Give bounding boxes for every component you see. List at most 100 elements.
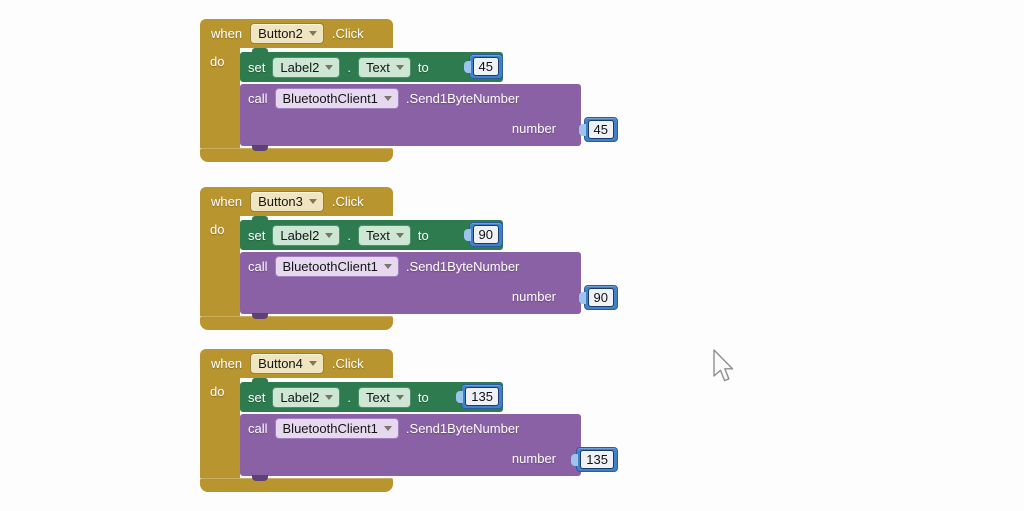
block-plug-icon bbox=[578, 291, 586, 304]
param-label: number bbox=[511, 289, 556, 304]
component-dropdown-value: Button2 bbox=[258, 26, 303, 41]
to-label: to bbox=[417, 389, 429, 405]
chevron-down-icon bbox=[395, 394, 404, 400]
call-label: call bbox=[248, 259, 268, 274]
set-label2-text-block[interactable]: set Label2 . Text to 45 bbox=[240, 48, 503, 82]
when-label: when bbox=[211, 26, 243, 41]
call-bluetooth-block[interactable]: call BluetoothClient1 .Send1ByteNumber n… bbox=[240, 84, 618, 151]
property-dropdown[interactable]: Text bbox=[358, 56, 411, 78]
block-plug-icon bbox=[578, 123, 586, 136]
chevron-down-icon bbox=[395, 64, 404, 70]
set-label2-text-block[interactable]: set Label2 . Text to 90 bbox=[240, 216, 503, 250]
component-dropdown[interactable]: Button2 bbox=[250, 23, 324, 44]
when-block-spine: do bbox=[200, 216, 240, 316]
property-dropdown[interactable]: Text bbox=[358, 386, 411, 408]
when-button2-click-block[interactable]: when Button2 .Click do set Label2 . Text… bbox=[200, 19, 640, 162]
event-label: .Click bbox=[331, 194, 364, 209]
component-dropdown-value: Button3 bbox=[258, 194, 303, 209]
component-dropdown-value: Button4 bbox=[258, 356, 303, 371]
chevron-down-icon bbox=[325, 64, 334, 70]
separator-dot: . bbox=[347, 389, 352, 405]
label-component-dropdown[interactable]: Label2 bbox=[272, 386, 341, 408]
number-block[interactable]: 90 bbox=[578, 285, 618, 310]
event-label: .Click bbox=[331, 26, 364, 41]
block-plug-icon bbox=[456, 390, 464, 403]
do-label: do bbox=[210, 222, 225, 237]
when-label: when bbox=[211, 356, 243, 371]
to-label: to bbox=[417, 227, 429, 243]
chevron-down-icon bbox=[395, 232, 404, 238]
do-label: do bbox=[210, 384, 225, 399]
chevron-down-icon bbox=[308, 199, 317, 204]
when-block-header[interactable]: when Button3 .Click bbox=[200, 187, 393, 216]
number-value[interactable]: 45 bbox=[587, 120, 614, 139]
number-value[interactable]: 135 bbox=[580, 450, 614, 469]
method-label: .Send1ByteNumber bbox=[405, 259, 520, 274]
when-block-spine: do bbox=[200, 48, 240, 148]
chevron-down-icon bbox=[383, 264, 392, 269]
to-label: to bbox=[417, 59, 429, 75]
call-bluetooth-block[interactable]: call BluetoothClient1 .Send1ByteNumber n… bbox=[240, 252, 618, 319]
chevron-down-icon bbox=[308, 361, 317, 366]
bluetooth-dropdown-value: BluetoothClient1 bbox=[282, 91, 378, 106]
number-block[interactable]: 135 bbox=[456, 384, 503, 409]
number-value[interactable]: 90 bbox=[587, 288, 614, 307]
label-dropdown-value: Label2 bbox=[280, 59, 320, 75]
bluetooth-dropdown-value: BluetoothClient1 bbox=[282, 259, 378, 274]
number-block[interactable]: 45 bbox=[578, 117, 618, 142]
block-connector-tab bbox=[252, 216, 268, 221]
block-connector-tab bbox=[252, 378, 268, 383]
when-block-spine: do bbox=[200, 378, 240, 478]
chevron-down-icon bbox=[308, 31, 317, 36]
label-component-dropdown[interactable]: Label2 bbox=[272, 224, 341, 246]
block-connector-tab bbox=[252, 475, 268, 481]
property-dropdown[interactable]: Text bbox=[358, 224, 411, 246]
number-block[interactable]: 135 bbox=[571, 447, 618, 472]
property-dropdown-value: Text bbox=[366, 59, 390, 75]
chevron-down-icon bbox=[383, 426, 392, 431]
number-value[interactable]: 45 bbox=[472, 57, 499, 76]
call-label: call bbox=[248, 91, 268, 106]
chevron-down-icon bbox=[325, 394, 334, 400]
call-label: call bbox=[248, 421, 268, 436]
param-label: number bbox=[511, 121, 556, 136]
call-bluetooth-block[interactable]: call BluetoothClient1 .Send1ByteNumber n… bbox=[240, 414, 618, 481]
when-block-bottom bbox=[200, 478, 393, 492]
number-value[interactable]: 90 bbox=[472, 225, 499, 244]
number-value[interactable]: 135 bbox=[465, 387, 499, 406]
when-block-bottom bbox=[200, 148, 393, 162]
set-label2-text-block[interactable]: set Label2 . Text to 135 bbox=[240, 378, 503, 412]
block-plug-icon bbox=[571, 453, 579, 466]
block-connector-tab bbox=[252, 145, 268, 151]
param-label: number bbox=[511, 451, 556, 466]
separator-dot: . bbox=[347, 59, 352, 75]
set-label: set bbox=[248, 59, 266, 75]
separator-dot: . bbox=[347, 227, 352, 243]
component-dropdown[interactable]: Button3 bbox=[250, 191, 324, 212]
number-block[interactable]: 45 bbox=[463, 54, 503, 79]
when-button3-click-block[interactable]: when Button3 .Click do set Label2 . Text… bbox=[200, 187, 640, 330]
property-dropdown-value: Text bbox=[366, 227, 390, 243]
event-label: .Click bbox=[331, 356, 364, 371]
when-button4-click-block[interactable]: when Button4 .Click do set Label2 . Text… bbox=[200, 349, 640, 492]
when-label: when bbox=[211, 194, 243, 209]
do-label: do bbox=[210, 54, 225, 69]
bluetooth-component-dropdown[interactable]: BluetoothClient1 bbox=[274, 256, 399, 277]
label-dropdown-value: Label2 bbox=[280, 227, 320, 243]
set-label: set bbox=[248, 227, 266, 243]
when-block-header[interactable]: when Button4 .Click bbox=[200, 349, 393, 378]
component-dropdown[interactable]: Button4 bbox=[250, 353, 324, 374]
chevron-down-icon bbox=[383, 96, 392, 101]
when-block-header[interactable]: when Button2 .Click bbox=[200, 19, 393, 48]
method-label: .Send1ByteNumber bbox=[405, 91, 520, 106]
block-connector-tab bbox=[252, 313, 268, 319]
label-dropdown-value: Label2 bbox=[280, 389, 320, 405]
block-plug-icon bbox=[463, 228, 471, 241]
chevron-down-icon bbox=[325, 232, 334, 238]
label-component-dropdown[interactable]: Label2 bbox=[272, 56, 341, 78]
bluetooth-component-dropdown[interactable]: BluetoothClient1 bbox=[274, 88, 399, 109]
set-label: set bbox=[248, 389, 266, 405]
bluetooth-component-dropdown[interactable]: BluetoothClient1 bbox=[274, 418, 399, 439]
bluetooth-dropdown-value: BluetoothClient1 bbox=[282, 421, 378, 436]
number-block[interactable]: 90 bbox=[463, 222, 503, 247]
